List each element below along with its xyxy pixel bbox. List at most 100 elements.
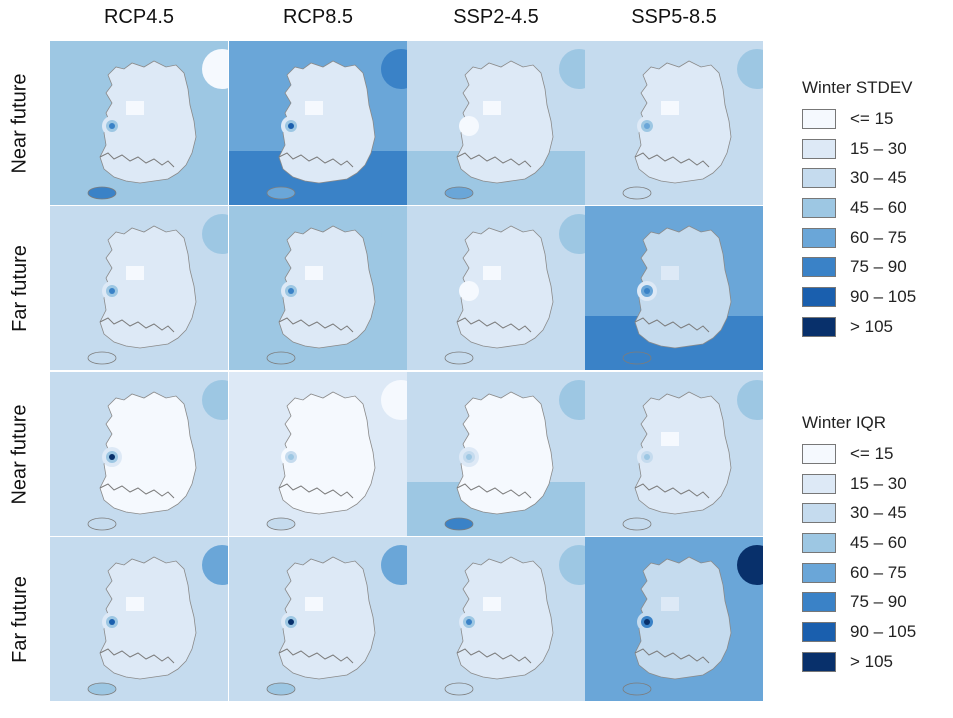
jeju-island [444,186,474,200]
inland-cell [126,101,144,115]
inland-cell [126,597,144,611]
legend-swatch [802,316,836,337]
legend-swatch [802,503,836,524]
east-sea-cell [559,49,585,89]
south-coast-islands [634,152,710,168]
inland-cell [483,266,501,280]
hotspot-core [288,619,294,625]
legend-label: 90 – 105 [850,286,917,306]
legend-swatch [802,562,836,583]
jeju-island [87,351,117,365]
hotspot-core [109,454,115,460]
south-coast-islands [99,152,175,168]
south-coast-islands [456,483,532,499]
legend-swatch [802,473,836,494]
legend-label: 45 – 60 [850,197,907,217]
map-panel-iqr-near-rcp45 [50,372,228,536]
jeju-island [622,351,652,365]
hotspot-core [288,288,294,294]
legend-label: <= 15 [850,443,894,463]
map-panel-stdev-near-rcp45 [50,41,228,205]
legend-item: 90 – 105 [802,282,916,312]
jeju-island [622,682,652,696]
east-sea-cell [202,380,228,420]
legend-label: 60 – 75 [850,227,907,247]
legend-swatch [802,108,836,129]
jeju-island [266,351,296,365]
jeju-island [622,517,652,531]
south-coast-islands [278,317,354,333]
hotspot-core [644,288,650,294]
legend-stdev: Winter STDEV <= 15 15 – 30 30 – 45 45 – … [802,78,916,342]
south-coast-islands [634,483,710,499]
south-coast-islands [456,152,532,168]
east-sea-cell [202,214,228,254]
east-sea-cell [381,380,407,420]
inland-cell [483,597,501,611]
east-sea-cell [202,545,228,585]
legend-item: 30 – 45 [802,498,916,528]
legend-swatch [802,621,836,642]
south-coast-islands [99,317,175,333]
inland-cell [305,266,323,280]
inland-cell [305,101,323,115]
legend-title: Winter IQR [802,413,887,432]
east-sea-cell [381,214,407,254]
legend-label: 15 – 30 [850,138,907,158]
hotspot-core [644,619,650,625]
legend-swatch [802,532,836,553]
row-title-iqr-far: Far future [8,575,31,663]
east-sea-cell [737,545,763,585]
jeju-island [622,186,652,200]
legend-swatch [802,138,836,159]
jeju-island [444,351,474,365]
east-sea-cell [559,545,585,585]
south-coast-islands [99,483,175,499]
hotspot-core [109,123,115,129]
map-panel-stdev-near-ssp245 [407,41,585,205]
south-coast-islands [634,317,710,333]
map-panel-stdev-far-ssp245 [407,206,585,370]
jeju-island [266,682,296,696]
legend-item: 15 – 30 [802,469,916,499]
south-coast-islands [634,648,710,664]
legend-label: <= 15 [850,108,894,128]
map-panel-stdev-near-rcp85 [229,41,407,205]
legend-item: 90 – 105 [802,617,916,647]
legend-label: 15 – 30 [850,473,907,493]
legend-item: 60 – 75 [802,223,916,253]
legend-item: > 105 [802,312,916,342]
inland-cell [661,597,679,611]
inland-cell [661,101,679,115]
column-title-ssp245: SSP2-4.5 [453,6,539,28]
legend-item: 45 – 60 [802,193,916,223]
map-panel-iqr-far-ssp245 [407,537,585,701]
legend-swatch [802,257,836,278]
legend-label: 60 – 75 [850,562,907,582]
legend-swatch [802,197,836,218]
legend-item: 60 – 75 [802,558,916,588]
south-coast-islands [99,648,175,664]
inland-cell [661,266,679,280]
legend-label: 45 – 60 [850,532,907,552]
hotspot-core [466,454,472,460]
map-panel-iqr-near-ssp585 [585,372,763,536]
south-coast-islands [456,648,532,664]
legend-swatch [802,286,836,307]
map-panel-iqr-far-ssp585 [585,537,763,701]
legend-label: 75 – 90 [850,592,907,612]
east-sea-cell [737,380,763,420]
inland-cell [126,266,144,280]
east-sea-cell [381,545,407,585]
legend-iqr: Winter IQR <= 15 15 – 30 30 – 45 45 – 60… [802,413,916,677]
legend-swatch [802,592,836,613]
legend-swatch [802,168,836,189]
jeju-island [444,517,474,531]
legend-item: <= 15 [802,439,916,469]
legend-label: > 105 [850,651,894,671]
jeju-island [444,682,474,696]
legend-label: > 105 [850,316,894,336]
legend-item: 45 – 60 [802,528,916,558]
inland-cell [483,101,501,115]
jeju-island [266,186,296,200]
